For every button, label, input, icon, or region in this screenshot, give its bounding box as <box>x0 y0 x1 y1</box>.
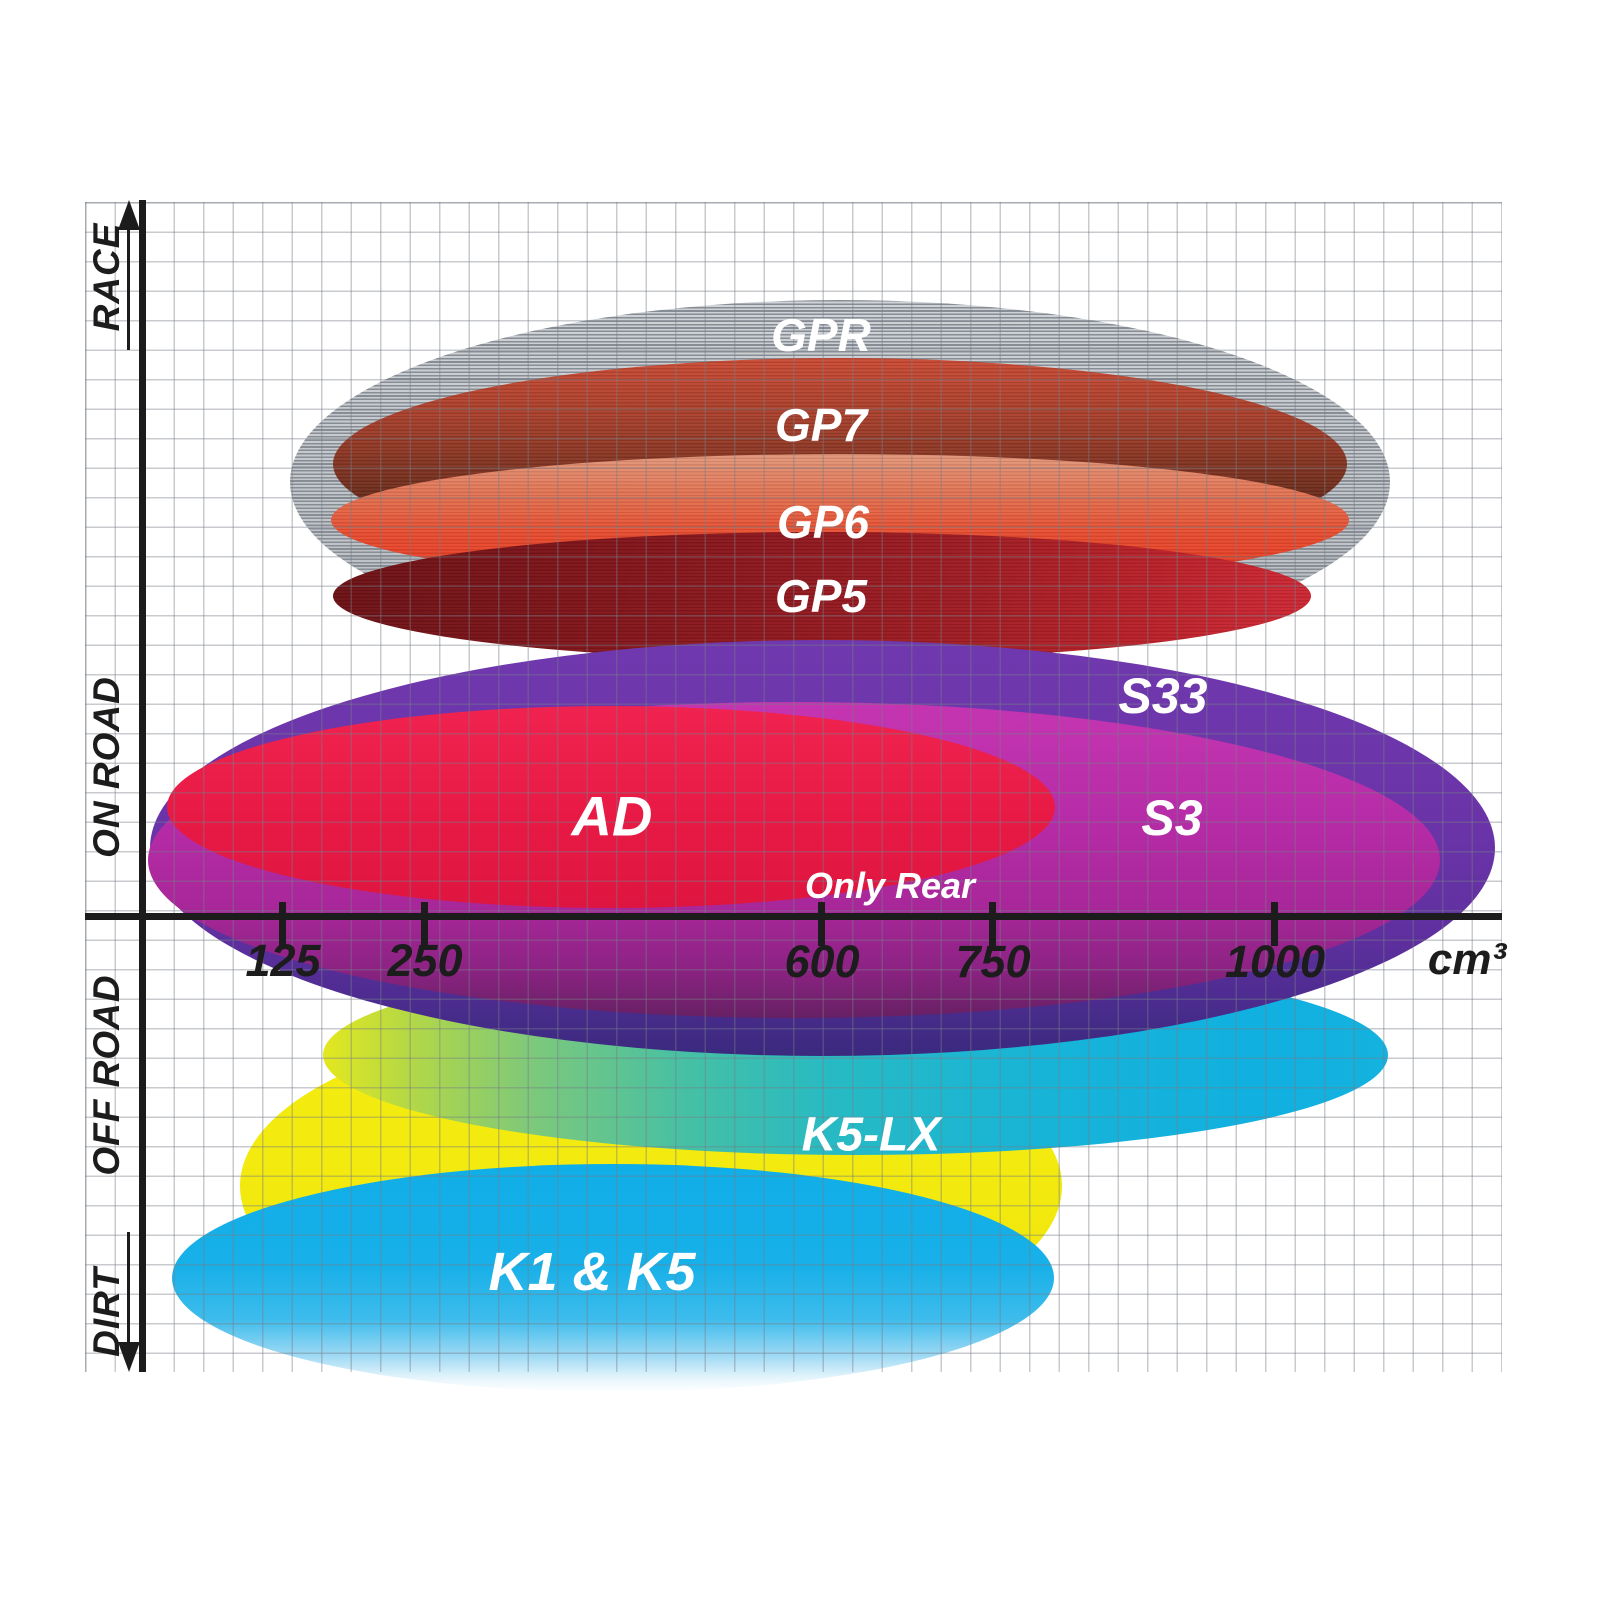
y-label-off-road: OFF ROAD <box>86 974 127 1176</box>
ellipse-gp5 <box>333 532 1311 660</box>
race-up-arrow-icon <box>118 200 140 230</box>
region-label-gp5: GP5 <box>774 570 868 622</box>
race-up-arrow-shaft <box>127 228 130 350</box>
region-label-s3: S3 <box>1141 790 1203 846</box>
region-label-gpr: GPR <box>771 309 871 361</box>
ellipse-ad <box>167 706 1055 908</box>
x-tick-750 <box>989 902 996 946</box>
x-tick-label-125: 125 <box>245 935 321 986</box>
y-axis-line <box>139 200 146 1372</box>
y-label-race: RACE <box>86 222 127 332</box>
region-label-s33: S33 <box>1118 668 1208 724</box>
region-note-only-rear: Only Rear <box>804 865 976 906</box>
region-label-ad: AD <box>571 784 653 848</box>
x-tick-label-600: 600 <box>784 936 860 987</box>
x-axis-line <box>85 913 1502 920</box>
x-tick-label-1000: 1000 <box>1224 936 1326 987</box>
x-tick-1000 <box>1271 902 1278 946</box>
x-tick-600 <box>818 902 825 946</box>
region-label-gp6: GP6 <box>776 496 870 548</box>
region-label-k5lx: K5-LX <box>801 1108 941 1162</box>
dirt-down-arrow-icon <box>118 1342 140 1372</box>
x-axis-unit-label: cm³ <box>1427 935 1507 984</box>
ellipse-k1k5 <box>172 1164 1054 1392</box>
region-label-gp7: GP7 <box>774 399 868 451</box>
y-label-dirt: DIRT <box>86 1267 127 1357</box>
y-label-on-road: ON ROAD <box>86 676 127 858</box>
dirt-down-arrow-shaft <box>127 1232 130 1344</box>
x-tick-125 <box>279 902 286 946</box>
x-tick-250 <box>421 902 428 946</box>
x-tick-label-750: 750 <box>955 936 1031 987</box>
region-label-k1k5: K1 & K5 <box>488 1242 696 1302</box>
x-tick-label-250: 250 <box>387 935 463 986</box>
